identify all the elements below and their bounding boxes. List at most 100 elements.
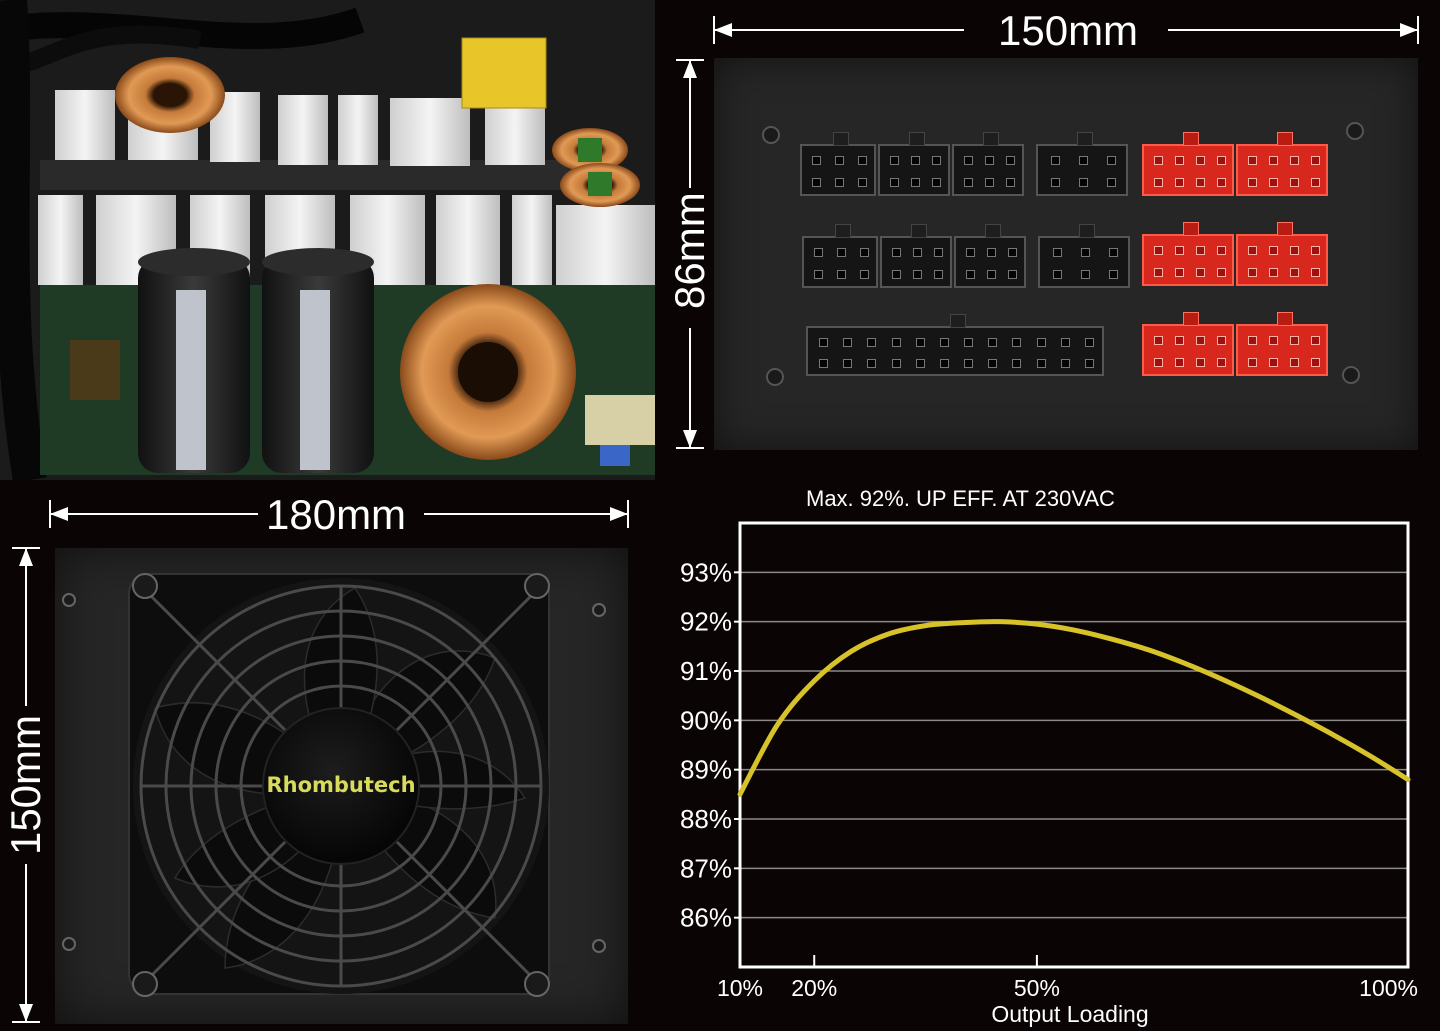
dimension-arrow-icon bbox=[12, 547, 40, 1023]
connector-pin bbox=[1153, 336, 1163, 345]
connector-pin bbox=[1053, 270, 1062, 279]
y-tick-label: 90% bbox=[680, 705, 732, 735]
y-tick-label: 93% bbox=[680, 557, 732, 587]
connector-latch bbox=[1183, 132, 1199, 146]
connector-latch bbox=[835, 224, 851, 238]
connector-pin bbox=[1268, 156, 1278, 165]
connector-pin bbox=[859, 248, 869, 257]
pcie-connector bbox=[1236, 132, 1328, 196]
connector-pin bbox=[891, 337, 901, 347]
connector-pin bbox=[911, 156, 920, 165]
connector-pin bbox=[963, 156, 973, 165]
dimension-arrow-icon bbox=[49, 500, 629, 528]
connector-pin bbox=[964, 337, 974, 347]
connector-pin bbox=[1247, 336, 1257, 345]
fan-width-label: 180mm bbox=[266, 491, 407, 538]
connector-pin bbox=[1268, 336, 1278, 345]
connector-pin bbox=[1195, 336, 1205, 345]
connector-pin bbox=[814, 248, 824, 257]
connector-pin bbox=[1060, 337, 1070, 347]
power-connector bbox=[1038, 224, 1130, 288]
modular-height-dimension: 86mm bbox=[666, 58, 713, 450]
connector-pin bbox=[1060, 358, 1070, 368]
connector-pin bbox=[837, 248, 846, 257]
connector-pin bbox=[891, 270, 901, 279]
efficiency-chart: 86% 87% 88% 89% 90% 91% 92% 93% 10% 20% 50% 100% O… bbox=[680, 521, 1418, 1027]
connector-pin bbox=[814, 270, 824, 279]
connector-pin bbox=[1174, 268, 1184, 277]
connector-pin bbox=[843, 337, 853, 347]
connector-pin bbox=[1109, 270, 1118, 279]
modular-height-label: 86mm bbox=[666, 192, 713, 309]
connector-pin bbox=[985, 156, 994, 165]
connector-latch bbox=[1183, 222, 1199, 236]
y-tick-label: 91% bbox=[680, 656, 732, 686]
connector-pin bbox=[1153, 156, 1163, 165]
power-connector bbox=[800, 132, 876, 196]
pcie-connector bbox=[1236, 312, 1328, 376]
pcie-connector bbox=[1142, 222, 1234, 286]
connector-latch bbox=[1277, 132, 1293, 146]
connector-latch bbox=[833, 132, 849, 146]
x-axis-ticks: 10% 20% 50% 100% bbox=[717, 955, 1418, 1001]
connector-pin bbox=[1247, 268, 1257, 277]
connector-latch bbox=[1183, 312, 1199, 326]
series-layer bbox=[737, 619, 1411, 797]
connector-pin bbox=[835, 156, 844, 165]
connector-pin bbox=[889, 156, 899, 165]
connector-pin bbox=[812, 178, 822, 187]
connector-pin bbox=[1310, 156, 1320, 165]
connector-pin bbox=[1006, 178, 1016, 187]
connector-pin bbox=[1174, 246, 1184, 255]
connector-pin bbox=[1289, 156, 1299, 165]
connector-pin bbox=[1195, 268, 1205, 277]
connector-pin bbox=[932, 156, 942, 165]
screw-icon bbox=[1342, 366, 1360, 384]
connector-pin bbox=[812, 156, 822, 165]
fan-width-dimension: 180mm bbox=[48, 491, 630, 538]
connector-pin bbox=[1174, 336, 1184, 345]
connector-pin bbox=[1012, 337, 1022, 347]
psu-fan-panel: Rhombutech bbox=[55, 548, 628, 1024]
connector-pin bbox=[1008, 248, 1018, 257]
efficiency-curve bbox=[737, 619, 1411, 797]
connector-latch bbox=[909, 132, 925, 146]
connector-pin bbox=[837, 270, 846, 279]
connector-pin bbox=[1268, 268, 1278, 277]
connector-pin bbox=[1216, 358, 1226, 367]
connector-pin bbox=[932, 178, 942, 187]
connector-latch bbox=[1277, 312, 1293, 326]
connector-pin bbox=[857, 156, 867, 165]
dimension-arrow-icon bbox=[676, 59, 704, 449]
connector-pin bbox=[1195, 178, 1205, 187]
power-connector bbox=[878, 132, 950, 196]
power-connector bbox=[952, 132, 1024, 196]
pcie-connector bbox=[1236, 222, 1328, 286]
connector-pin bbox=[965, 248, 975, 257]
dimension-arrow-icon bbox=[713, 16, 1419, 44]
connector-pin bbox=[1051, 178, 1060, 187]
connector-pin bbox=[889, 178, 899, 187]
connector-pin bbox=[911, 178, 920, 187]
connector-pin bbox=[1247, 178, 1257, 187]
connector-pin bbox=[985, 178, 994, 187]
connector-pin bbox=[1079, 156, 1088, 165]
connector-pin bbox=[1247, 246, 1257, 255]
connector-pin bbox=[1053, 248, 1062, 257]
connector-pin bbox=[819, 358, 829, 368]
x-tick-label: 10% bbox=[717, 975, 763, 1001]
power-connector bbox=[806, 314, 1104, 376]
connector-pin bbox=[819, 337, 829, 347]
connector-pin bbox=[1174, 358, 1184, 367]
connector-pin bbox=[988, 337, 998, 347]
fan-height-dimension: 150mm bbox=[2, 546, 49, 1024]
connector-pin bbox=[1289, 268, 1299, 277]
connector-pin bbox=[1081, 270, 1090, 279]
pcie-connector bbox=[1142, 132, 1234, 196]
connector-pin bbox=[1153, 246, 1163, 255]
connector-pin bbox=[915, 337, 925, 347]
connector-pin bbox=[987, 248, 996, 257]
grid-lines bbox=[740, 571, 1408, 919]
x-axis-label: Output Loading bbox=[991, 1001, 1148, 1027]
connector-pin bbox=[1008, 270, 1018, 279]
